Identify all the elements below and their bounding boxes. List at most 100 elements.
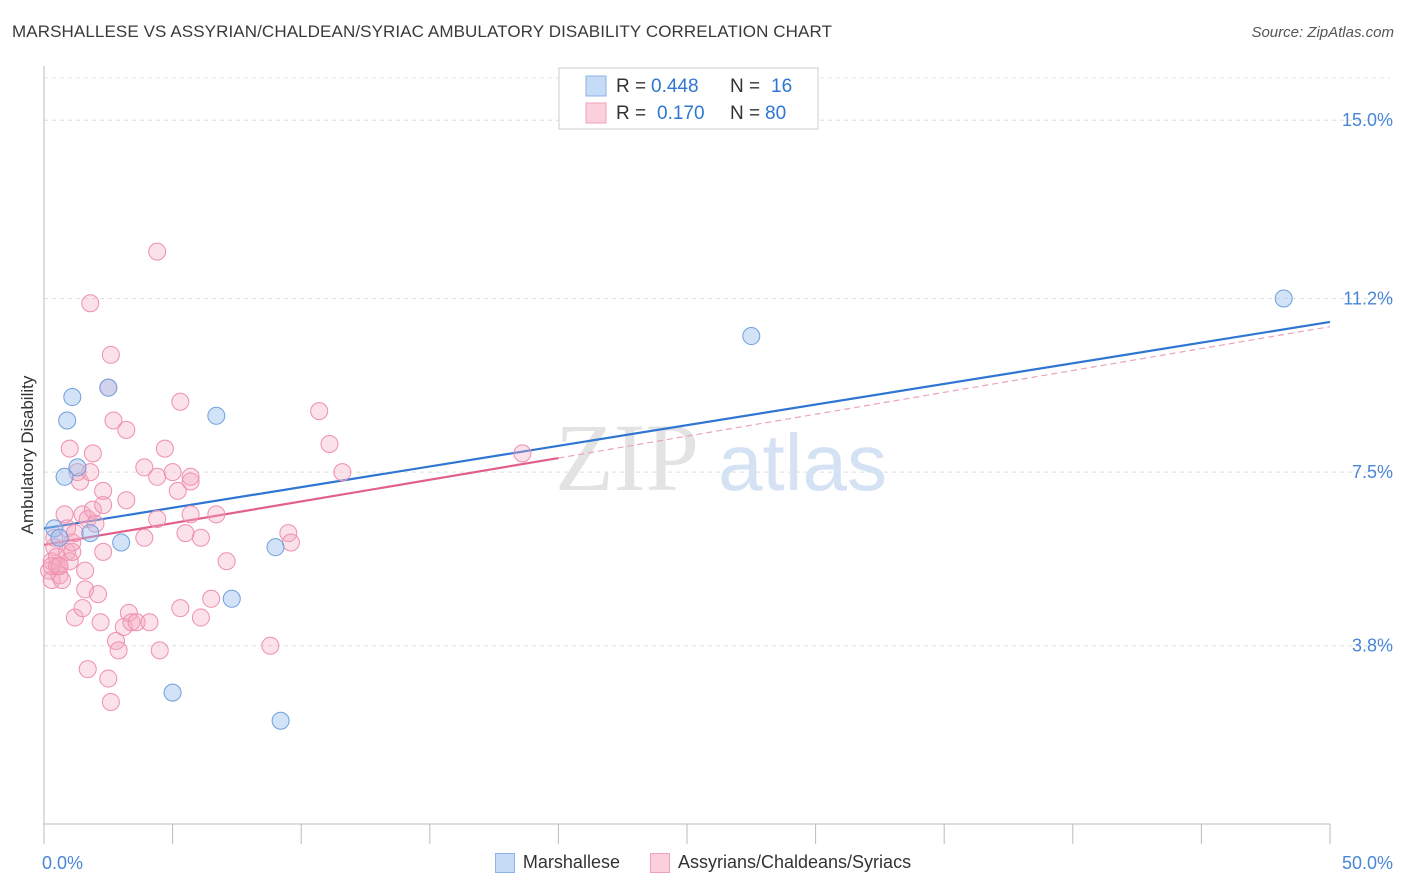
marshallese-point (1274, 289, 1293, 308)
assyrian-point (94, 542, 113, 561)
marshallese-point (222, 589, 241, 608)
marshallese-point (58, 411, 77, 430)
assyrian-point (140, 613, 159, 632)
legend-n-value-2: 80 (765, 103, 786, 124)
assyrian-point (163, 463, 182, 482)
assyrian-point (261, 636, 280, 655)
marshallese-point (207, 406, 226, 425)
bottom-legend-label-assyrian: Assyrians/Chaldeans/Syriacs (677, 852, 912, 872)
bottom-legend-label-marshallese: Marshallese (522, 852, 620, 872)
assyrian-point (91, 613, 110, 632)
marshallese-point (45, 519, 64, 538)
assyrian-point (171, 599, 190, 618)
assyrian-point (148, 467, 167, 486)
assyrian-point (155, 439, 174, 458)
legend-swatch-marshallese (585, 75, 607, 97)
assyrian-point (135, 458, 154, 477)
assyrian-point (76, 561, 95, 580)
assyrian-point (55, 505, 74, 524)
marshallese-point (55, 467, 74, 486)
assyrian-point (202, 589, 221, 608)
assyrian-point (181, 505, 200, 524)
bottom-legend-swatch-assyrian (649, 852, 670, 873)
assyrian-point (320, 434, 339, 453)
marshallese-point (112, 533, 131, 552)
source-label: Source: ZipAtlas.com (1251, 24, 1394, 41)
watermark-zip: ZIP (555, 404, 699, 511)
axis-layer: 3.8% 7.5% 11.2% 15.0% 0.0% 50.0% (42, 66, 1393, 873)
assyrian-point (333, 463, 352, 482)
assyrian-point (513, 444, 532, 463)
trend-line-marshallese (43, 320, 1331, 530)
assyrian-point (207, 505, 226, 524)
assyrian-point (104, 411, 123, 430)
y-tick-label: 3.8% (1352, 636, 1393, 656)
watermark-atlas: atlas (718, 418, 887, 507)
bottom-legend-assyrian[interactable]: Assyrians/Chaldeans/Syriacs (649, 852, 912, 873)
assyrian-point (45, 528, 64, 547)
grid-layer (44, 77, 1390, 647)
assyrian-point (42, 556, 61, 575)
marshallese-point (50, 528, 69, 547)
legend-n-value-1: 16 (771, 76, 792, 97)
x-tick-label: 0.0% (42, 853, 83, 873)
assyrian-point (53, 571, 72, 590)
assyrian-point (65, 608, 84, 627)
assyrian-point (181, 472, 200, 491)
assyrian-point (109, 641, 128, 660)
assyrian-point (73, 599, 92, 618)
assyrian-point (148, 242, 167, 261)
trend-line-assyrian-extension (558, 326, 1331, 459)
assyrian-point (191, 608, 210, 627)
legend-r-label-1: R = (616, 76, 646, 97)
legend-box: R = 0.448 N = 16 R = 0.170 N = 80 (558, 67, 819, 130)
bottom-legend-swatch-marshallese (494, 852, 515, 873)
y-tick-label: 7.5% (1352, 462, 1393, 482)
legend-r-value-1: 0.448 (651, 76, 699, 97)
assyrian-point (78, 660, 97, 679)
y-axis-label: Ambulatory Disability (18, 375, 37, 534)
watermark: ZIP atlas (555, 404, 887, 511)
legend-r-label-2: R = (616, 103, 646, 124)
assyrian-point (94, 495, 113, 514)
marshallese-point (271, 711, 290, 730)
marshallese-point (742, 327, 761, 346)
y-tick-label: 11.2% (1343, 289, 1393, 309)
y-axis-label-layer: Ambulatory Disability (18, 375, 37, 534)
assyrian-point (83, 500, 102, 519)
assyrian-point (168, 481, 187, 500)
trend-line-assyrian (43, 456, 559, 546)
marshallese-point (163, 683, 182, 702)
legend-r-value-2: 0.170 (657, 103, 705, 124)
bottom-legend-marshallese[interactable]: Marshallese (494, 852, 620, 873)
legend-n-label-2: N = (730, 103, 760, 124)
bottom-legend: Marshallese Assyrians/Chaldeans/Syriacs (0, 852, 1406, 873)
legend-swatch-assyrian (585, 102, 607, 124)
assyrian-point (50, 556, 69, 575)
assyrian-point (176, 524, 195, 543)
points-layer (40, 242, 1293, 730)
assyrian-point (191, 528, 210, 547)
assyrian-point (63, 542, 82, 561)
marshallese-point (68, 458, 87, 477)
assyrian-point (117, 491, 136, 510)
assyrian-point (50, 566, 69, 585)
assyrian-point (310, 402, 329, 421)
assyrian-point (86, 514, 105, 533)
assyrian-point (117, 420, 136, 439)
y-tick-label: 15.0% (1342, 110, 1393, 130)
legend-n-label-1: N = (730, 76, 760, 97)
assyrian-point (83, 444, 102, 463)
x-tick-label: 50.0% (1342, 853, 1393, 873)
assyrian-point (148, 510, 167, 529)
assyrian-point (65, 524, 84, 543)
assyrian-point (122, 613, 141, 632)
assyrian-point (101, 345, 120, 364)
assyrian-point (150, 641, 169, 660)
assyrian-point (127, 613, 146, 632)
trend-layer (43, 320, 1331, 546)
assyrian-point (94, 481, 113, 500)
assyrian-point (135, 528, 154, 547)
assyrian-point (281, 533, 300, 552)
